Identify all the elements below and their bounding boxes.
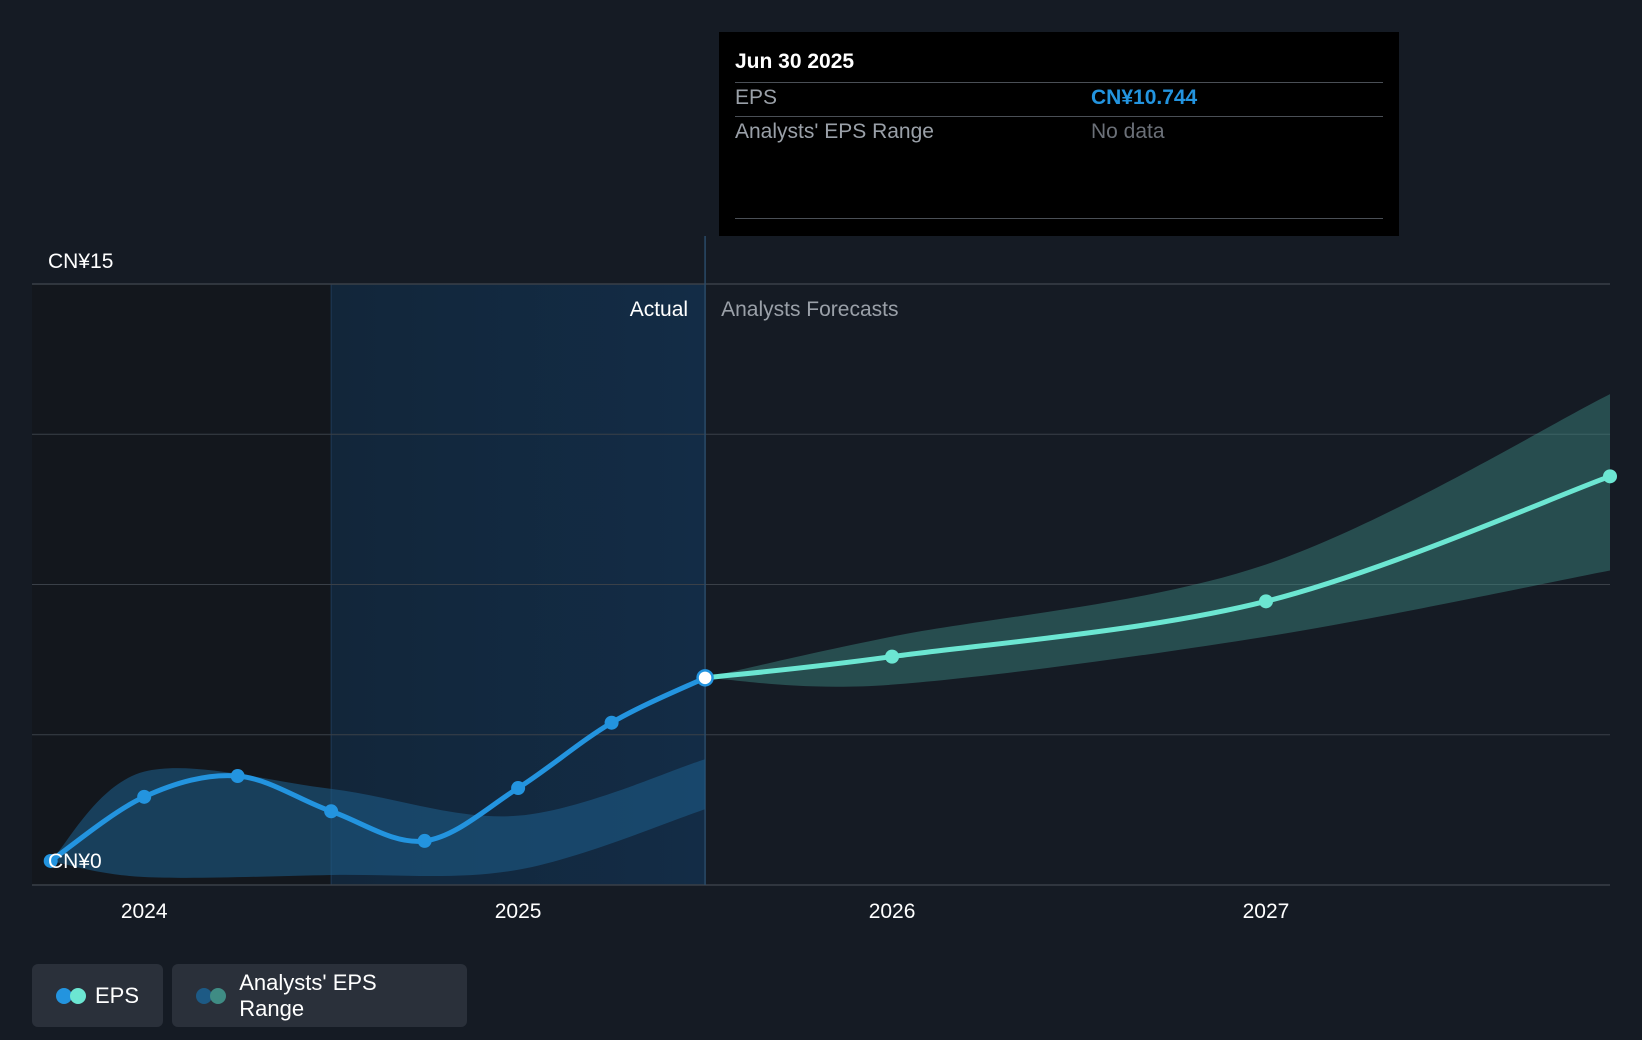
tooltip-divider [735, 82, 1383, 83]
eps-data-point [1258, 594, 1273, 609]
tooltip-eps-label: EPS [735, 86, 778, 109]
tooltip: Jun 30 2025 EPS CN¥10.744 Analysts' EPS … [719, 32, 1399, 236]
eps-data-point [1603, 469, 1617, 484]
eps-data-point [43, 853, 58, 868]
tooltip-date: Jun 30 2025 [735, 50, 855, 73]
legend-label-eps-range: Analysts' EPS Range [239, 969, 377, 1021]
eps-data-point [511, 781, 526, 796]
eps-actual-line [48, 675, 708, 864]
legend-item-eps[interactable]: EPS [32, 964, 163, 1027]
legend-label-eps: EPS [94, 982, 139, 1008]
eps-highlight-point [696, 669, 714, 687]
x-tick-label: 2024 [121, 900, 168, 923]
eps-swatch-icon [56, 987, 86, 1004]
eps-data-point [230, 769, 245, 784]
x-tick-label: 2027 [1243, 900, 1290, 923]
x-tick-label: 2026 [869, 900, 916, 923]
swatch-dot [70, 987, 86, 1004]
legend-item-eps-range[interactable]: Analysts' EPS Range [172, 964, 467, 1027]
eps-data-point [604, 715, 619, 730]
tooltip-divider [735, 116, 1383, 117]
swatch-dot [210, 987, 226, 1004]
tooltip-range-value: No data [1091, 120, 1165, 143]
actual-region-label: Actual [630, 298, 688, 321]
y-tick-label: CN¥15 [48, 250, 113, 273]
forecast-region-label: Analysts Forecasts [721, 298, 898, 321]
swatch-dot [196, 987, 212, 1004]
eps-data-point [417, 833, 432, 848]
eps-data-point [324, 804, 339, 819]
forecast-eps-range-band [705, 394, 1610, 687]
tooltip-eps-value: CN¥10.744 [1091, 86, 1198, 109]
eps-data-point [885, 649, 900, 664]
historical-eps-range-band [50, 759, 706, 878]
eps-forecast-line [702, 473, 1613, 681]
eps-range-swatch-icon [196, 987, 229, 1004]
eps-data-point [137, 789, 152, 804]
x-tick-label: 2025 [495, 900, 542, 923]
y-tick-label: CN¥0 [48, 850, 102, 873]
tooltip-range-label: Analysts' EPS Range [735, 120, 934, 143]
swatch-dot [56, 987, 72, 1004]
tooltip-divider [735, 218, 1383, 219]
